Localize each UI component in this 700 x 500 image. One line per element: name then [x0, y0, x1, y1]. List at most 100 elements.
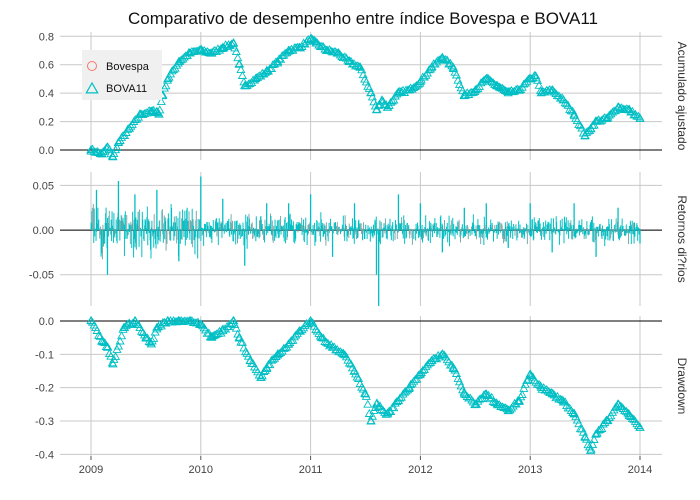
data-point [412, 80, 422, 89]
data-point-key [174, 56, 184, 65]
data-point-key [124, 123, 135, 132]
data-point [291, 330, 301, 339]
data-point-key [97, 335, 107, 345]
data-point [354, 373, 364, 382]
data-point [520, 78, 530, 87]
data-point [352, 372, 362, 381]
data-point-key [525, 369, 535, 378]
data-point-key [470, 85, 480, 94]
data-point [363, 399, 373, 408]
data-point-key [635, 113, 645, 122]
data-point [615, 401, 625, 410]
data-point [179, 52, 189, 61]
data-point-key [240, 80, 250, 90]
data-point [562, 99, 572, 108]
data-point [265, 360, 275, 369]
data-point-key [130, 315, 140, 325]
data-point-key [245, 355, 255, 365]
legend-circle-key [87, 61, 97, 71]
data-point [377, 404, 387, 413]
data-point [240, 347, 251, 356]
y-tick-label: -0.1 [35, 349, 54, 361]
x-tick-label: 2011 [299, 464, 323, 476]
data-point [110, 351, 121, 360]
data-point-key [86, 315, 96, 325]
legend-entry-bova11: BOVA11 [85, 81, 147, 95]
data-point-key [229, 38, 239, 47]
legend-entry-bovespa: Bovespa [87, 61, 150, 73]
data-point [268, 354, 278, 363]
x-tick-label: 2012 [408, 464, 432, 476]
data-point [574, 419, 584, 428]
data-point-key [333, 48, 343, 57]
data-point-key [234, 332, 244, 341]
data-point-key [113, 137, 124, 146]
data-point-key [547, 389, 557, 398]
data-point [92, 325, 102, 334]
data-point-key [218, 325, 228, 335]
data-point-key [316, 332, 327, 341]
data-point-key [322, 45, 332, 54]
data-point [106, 351, 116, 360]
data-point [237, 70, 247, 79]
data-point-key [273, 349, 283, 358]
data-point-key [355, 62, 365, 71]
y-tick-label: 0.00 [33, 225, 54, 237]
y-tick-label: -0.3 [35, 416, 54, 428]
strip-label: Drawdown [675, 358, 689, 415]
data-point [387, 96, 397, 105]
data-point-key [196, 45, 206, 54]
data-point-key [437, 349, 448, 358]
data-point [161, 81, 171, 90]
data-point-key [305, 34, 316, 43]
data-point-key [344, 56, 354, 65]
data-point-key [393, 88, 404, 97]
data-point-key [152, 322, 162, 331]
y-tick-label: 0.0 [39, 316, 54, 328]
data-point-key [492, 80, 502, 90]
data-point [471, 84, 481, 93]
data-point [485, 394, 495, 403]
data-point-key [327, 342, 338, 351]
data-point [594, 425, 604, 434]
data-point [115, 336, 125, 345]
data-point-key [613, 102, 623, 111]
data-point [94, 330, 104, 339]
data-point-key [382, 409, 393, 418]
data-point-key [108, 359, 118, 368]
data-point-key [580, 130, 590, 139]
data-point [589, 434, 599, 443]
data-point [117, 132, 127, 141]
data-point [367, 92, 377, 101]
data-point [451, 368, 462, 377]
data-point [407, 84, 417, 93]
series-bova11 [86, 33, 645, 161]
data-point [597, 423, 607, 432]
data-point [413, 370, 423, 379]
data-point-key [102, 142, 113, 151]
data-point [589, 120, 599, 129]
series-bova11 [90, 176, 641, 306]
data-point-key [437, 52, 448, 61]
data-point [273, 350, 283, 359]
data-point-key [459, 90, 469, 100]
data-point [441, 54, 451, 63]
data-point [390, 398, 400, 407]
x-tick-label: 2010 [189, 464, 213, 476]
data-point-key [404, 85, 415, 94]
legend-label: Bovespa [106, 61, 150, 73]
data-point-key [349, 365, 360, 375]
data-point-key [86, 144, 96, 154]
data-point-key [273, 56, 283, 65]
chart-title: Comparativo de desempenho entre índice B… [128, 9, 598, 28]
data-point [112, 143, 122, 152]
data-point [448, 363, 458, 372]
data-point [386, 406, 396, 415]
x-tick-label: 2013 [518, 464, 542, 476]
data-point [485, 75, 495, 84]
data-point-key [154, 109, 164, 118]
data-point-key [146, 106, 157, 115]
data-point [488, 78, 498, 87]
data-point-key [174, 315, 184, 325]
